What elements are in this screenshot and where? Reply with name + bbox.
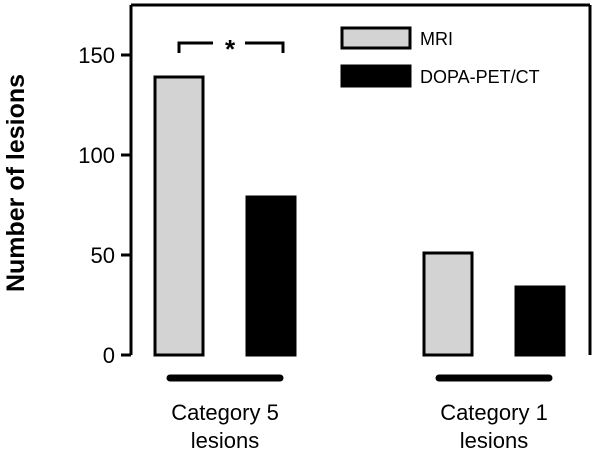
legend-label-dopa-pet-ct: DOPA-PET/CT <box>420 67 540 87</box>
bar-dopa-pet-ct-category-2 <box>514 285 566 357</box>
category-label-2-line1: Category 1 <box>440 400 548 425</box>
category-label-2-line2: lesions <box>460 428 528 453</box>
bar-mri-category-1 <box>153 75 205 357</box>
bar-mri-category-2 <box>422 251 474 357</box>
legend-swatch-mri <box>340 26 412 50</box>
legend-label-mri: MRI <box>420 29 453 49</box>
y-tick-label-150: 150 <box>78 43 115 68</box>
significance-bracket-right <box>245 41 285 53</box>
legend-swatch-dopa-pet-ct <box>340 64 412 88</box>
category-label-1-line1: Category 5 <box>171 400 279 425</box>
significance-bracket-left <box>177 41 213 53</box>
category-label-1-line2: lesions <box>191 428 259 453</box>
y-tick-label-100: 100 <box>78 143 115 168</box>
y-tick-label-50: 50 <box>91 243 115 268</box>
y-axis-label: Number of lesions <box>2 74 30 292</box>
significance-label: * <box>225 34 236 64</box>
chart-axes: 0 50 100 150 <box>78 3 592 368</box>
chart-bars: Category 5 lesions Category 1 lesions <box>153 75 566 453</box>
chart-legend: MRI DOPA-PET/CT <box>340 26 540 88</box>
bar-dopa-pet-ct-category-1 <box>245 195 297 357</box>
y-tick-label-0: 0 <box>103 343 115 368</box>
chart-annotations: * <box>177 34 285 64</box>
